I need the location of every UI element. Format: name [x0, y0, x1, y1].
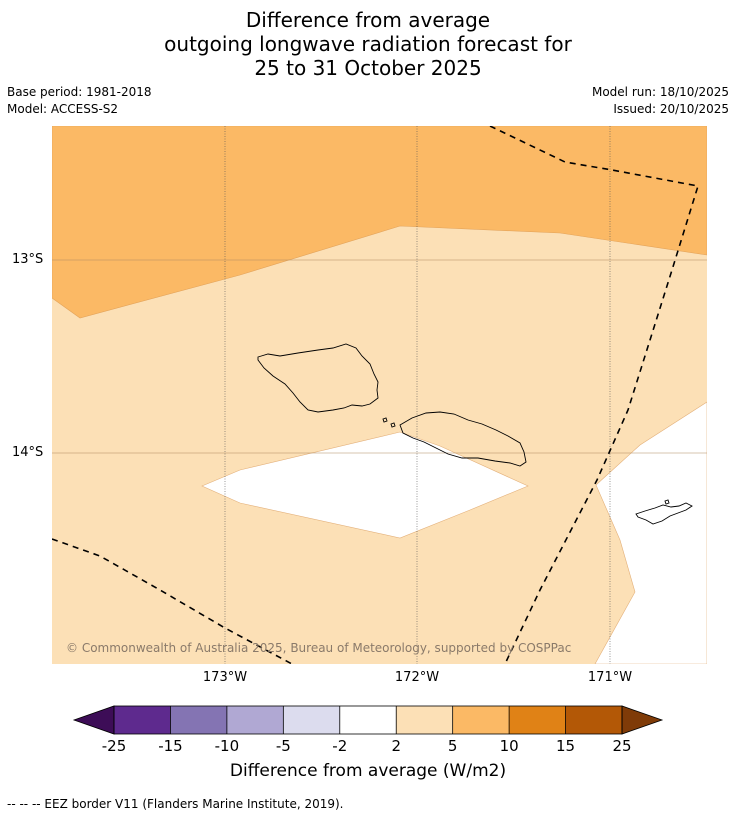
island-upolu — [399, 411, 527, 467]
eez-border-east — [489, 126, 700, 664]
colorbar-tick-label: 25 — [612, 737, 632, 755]
lon-label-172w: 172°W — [394, 670, 440, 685]
title-line-3: 25 to 31 October 2025 — [254, 56, 482, 80]
colorbar-tick-label: -15 — [158, 737, 183, 755]
colorbar-extend-low — [72, 705, 115, 735]
colorbar-segment — [114, 706, 171, 734]
colorbar-segment — [452, 706, 510, 734]
colorbar-tick-label: -10 — [214, 737, 240, 755]
colorbar-extend-high — [621, 705, 664, 735]
base-period: Base period: 1981-2018 — [7, 85, 152, 99]
anomaly-region-5-to-10 — [52, 126, 707, 319]
colorbar-segment — [283, 706, 340, 734]
neutral-region-center — [201, 431, 529, 539]
copyright-credit: © Commonwealth of Australia 2025, Bureau… — [66, 641, 572, 655]
model-name: Model: ACCESS-S2 — [7, 102, 119, 116]
lon-label-173w: 173°W — [202, 670, 248, 685]
neutral-region-east — [594, 401, 707, 664]
colorbar-segment — [226, 706, 284, 734]
coastlines — [257, 343, 693, 525]
island-savaii — [257, 343, 379, 413]
colorbar — [72, 705, 664, 735]
islet-aunuu — [664, 499, 670, 505]
lat-label-14s: 14°S — [12, 445, 44, 460]
colorbar-tick-label: 5 — [447, 737, 458, 755]
issued-date: Issued: 20/10/2025 — [613, 102, 729, 116]
eez-borders — [52, 126, 700, 664]
colorbar-segment — [509, 706, 566, 734]
islet-manono — [382, 417, 388, 423]
colorbar-segment — [339, 706, 397, 734]
colorbar-tick-label: 10 — [499, 737, 519, 755]
island-tutuila — [635, 502, 693, 525]
colorbar-title: Difference from average (W/m2) — [229, 761, 507, 781]
meta-right: Model run: 18/10/2025 Issued: 20/10/2025 — [592, 84, 729, 118]
title-line-2: outgoing longwave radiation forecast for — [164, 32, 572, 56]
graticule — [52, 126, 707, 664]
islet-apolima — [390, 422, 396, 428]
colorbar-frame — [113, 705, 623, 735]
colorbar-tick-label: -2 — [332, 737, 348, 755]
title-line-1: Difference from average — [245, 8, 491, 32]
chart-title: Difference from average outgoing longwav… — [0, 8, 736, 80]
model-run: Model run: 18/10/2025 — [591, 85, 729, 99]
eez-footnote: -- -- -- EEZ border V11 (Flanders Marine… — [7, 797, 344, 811]
colorbar-tick-label: 15 — [556, 737, 576, 755]
eez-border-southwest — [52, 538, 293, 664]
colorbar-segment — [396, 706, 453, 734]
map-area — [52, 126, 707, 664]
lat-label-13s: 13°S — [12, 252, 44, 267]
colorbar-tick-label: 2 — [391, 737, 401, 755]
meta-left: Base period: 1981-2018 Model: ACCESS-S2 — [7, 84, 152, 118]
colorbar-tick-label: -5 — [275, 737, 291, 755]
colorbar-tick-label: -25 — [101, 737, 127, 755]
lon-label-171w: 171°W — [587, 670, 633, 685]
colorbar-segment — [565, 706, 622, 734]
colorbar-segment — [170, 706, 227, 734]
